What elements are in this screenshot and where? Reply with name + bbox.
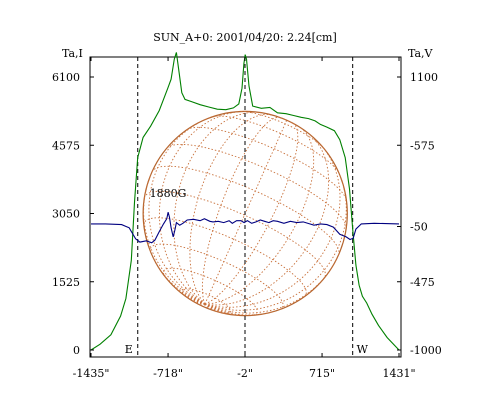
latitude-line bbox=[166, 143, 347, 228]
longitude-line bbox=[204, 303, 274, 316]
longitude-line bbox=[204, 303, 210, 310]
x-tick-label: 1431" bbox=[382, 367, 415, 380]
chart-title: SUN_A+0: 2001/04/20: 2.24[cm] bbox=[153, 31, 337, 44]
solar-disk-grid bbox=[142, 110, 348, 317]
longitude-line bbox=[204, 122, 299, 305]
latitude-line bbox=[143, 217, 307, 297]
x-tick-label: -718" bbox=[153, 367, 183, 380]
longitude-line bbox=[204, 133, 330, 306]
y-right-tick-label: -475 bbox=[410, 276, 435, 289]
axis-ticks: -1435" -718" -2" 715" 1431" 0 1525 3050 4575 6100… bbox=[52, 57, 442, 380]
longitude-line bbox=[152, 257, 206, 305]
annotations: 1880G bbox=[150, 187, 187, 200]
latitude-line bbox=[181, 288, 232, 314]
y-right-tick-label: -1000 bbox=[410, 344, 442, 357]
longitude-line bbox=[201, 116, 281, 305]
y-right-tick-label: -575 bbox=[410, 139, 435, 152]
y-left-tick-label: 6100 bbox=[52, 71, 80, 84]
latitude-line bbox=[143, 190, 326, 279]
series-line-intensity bbox=[90, 52, 400, 351]
y-left-tick-label: 3050 bbox=[52, 208, 80, 221]
x-tick-label: -2" bbox=[237, 367, 253, 380]
limb-marker-label: W bbox=[357, 343, 369, 356]
latitude-line bbox=[162, 267, 258, 316]
y-left-tick-label: 0 bbox=[73, 344, 80, 357]
longitude-line bbox=[204, 303, 240, 316]
longitude-line bbox=[203, 303, 206, 307]
longitude-line bbox=[148, 116, 212, 305]
y-right-tick-label: -50 bbox=[410, 221, 428, 234]
data-series bbox=[90, 52, 400, 351]
longitude-line bbox=[191, 300, 205, 305]
latitude-line bbox=[186, 126, 347, 201]
longitude-line bbox=[204, 303, 226, 315]
limb-marker-label: E bbox=[125, 343, 133, 356]
longitude-line bbox=[204, 127, 315, 305]
y-left-tick-label: 1525 bbox=[52, 276, 80, 289]
longitude-line bbox=[204, 303, 217, 312]
series-line-polarization bbox=[91, 212, 400, 244]
longitude-line bbox=[204, 143, 341, 308]
longitude-line bbox=[158, 110, 247, 305]
y-right-tick-label: 1100 bbox=[410, 71, 438, 84]
annotation-label: 1880G bbox=[150, 187, 187, 200]
x-tick-label: 715" bbox=[309, 367, 335, 380]
longitude-line bbox=[204, 120, 288, 305]
y-left-tick-label: 4575 bbox=[52, 139, 80, 152]
longitude-line bbox=[204, 173, 347, 311]
right-axis-label: Ta,V bbox=[408, 47, 434, 60]
x-tick-label: -1435" bbox=[73, 367, 110, 380]
left-axis-label: Ta,I bbox=[62, 47, 83, 60]
longitude-line bbox=[173, 285, 206, 305]
